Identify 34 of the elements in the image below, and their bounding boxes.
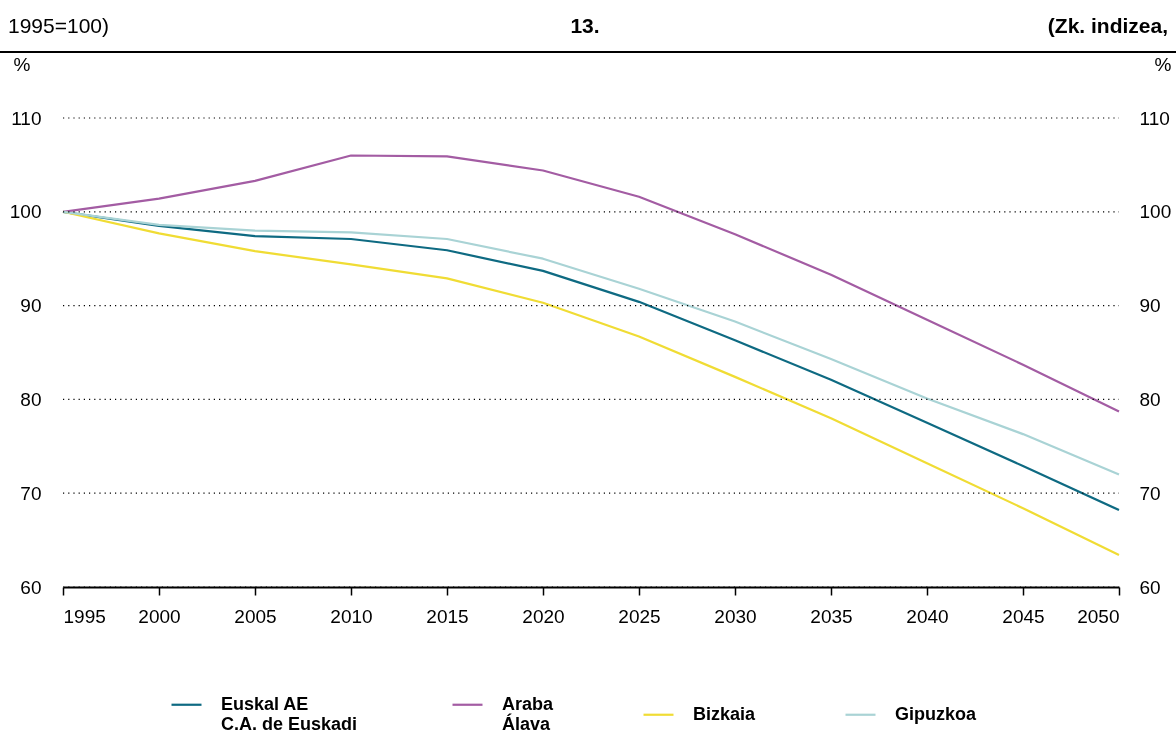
- x-tick-label: 2005: [234, 605, 277, 627]
- y-tick-label: 60: [20, 576, 42, 598]
- x-tick-label: 2050: [1077, 605, 1120, 627]
- y-tick-label: 100: [9, 201, 42, 223]
- y2-tick-label: 70: [1139, 482, 1161, 504]
- legend-label: Gipuzkoa: [895, 703, 977, 724]
- chart-title: 13.: [570, 14, 600, 37]
- x-tick-label: 2030: [714, 605, 757, 627]
- y2-tick-label: 90: [1139, 295, 1161, 317]
- x-tick-label: 2015: [426, 605, 469, 627]
- y2-axis-title: %: [1154, 53, 1172, 75]
- x-tick-label: 2040: [906, 605, 949, 627]
- x-tick-label: 2000: [138, 605, 181, 627]
- line-series: [61, 154, 1121, 413]
- x-tick-label: 2010: [330, 605, 373, 627]
- text: 1995=100): [8, 14, 110, 38]
- y2-tick-label: 60: [1139, 576, 1161, 598]
- x-tick-label: 1995: [63, 605, 106, 627]
- legend-label: Bizkaia: [693, 703, 757, 724]
- x-tick-label: 2045: [1002, 605, 1045, 627]
- y2-tick-label: 80: [1139, 388, 1161, 410]
- y-tick-label: 80: [20, 388, 42, 410]
- y-tick-label: 70: [20, 482, 42, 504]
- text: (Zk. indizea,: [1047, 14, 1168, 38]
- y-tick-label: 90: [20, 295, 42, 317]
- x-tick-label: 2035: [810, 605, 853, 627]
- y2-tick-label: 110: [1139, 107, 1170, 129]
- y2-tick-label: 100: [1139, 201, 1172, 223]
- legend-label: Araba Álava: [502, 693, 555, 733]
- y-axis-title: %: [13, 53, 31, 75]
- x-tick-label: 2025: [618, 605, 661, 627]
- legend-label: Euskal AE C.A. de Euskadi: [221, 693, 358, 733]
- y-tick-label: 110: [11, 107, 42, 129]
- x-tick-label: 2020: [522, 605, 565, 627]
